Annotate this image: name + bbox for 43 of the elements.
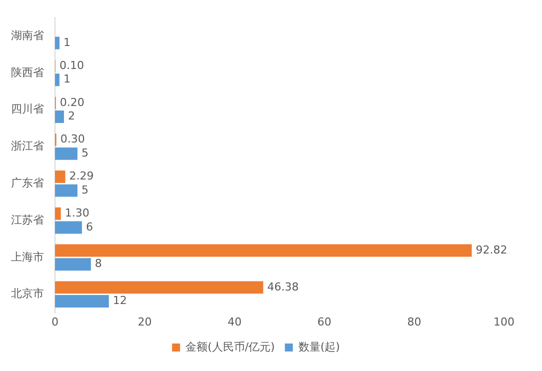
data-label: 12 xyxy=(112,294,127,308)
data-label: 0.20 xyxy=(60,96,84,109)
data-label: 92.82 xyxy=(476,243,508,256)
bar xyxy=(55,74,60,86)
bar xyxy=(55,36,60,50)
data-label: 1.30 xyxy=(64,206,90,220)
legend-label: 金额(人民币/亿元) xyxy=(186,340,275,354)
data-label: 5 xyxy=(81,146,88,160)
y-tick-label: 四川省 xyxy=(11,102,44,116)
x-tick-label: 20 xyxy=(138,315,152,328)
bar xyxy=(55,258,91,271)
bar xyxy=(55,184,78,197)
bar xyxy=(55,295,109,308)
data-label: 2.29 xyxy=(69,170,94,183)
x-tick-label: 80 xyxy=(407,315,422,328)
bar xyxy=(55,110,64,123)
bar xyxy=(55,147,78,160)
bar xyxy=(55,207,61,220)
x-tick-label: 100 xyxy=(494,315,514,328)
y-tick-label: 北京市 xyxy=(11,287,44,300)
y-tick-label: 浙江省 xyxy=(11,140,44,153)
x-tick-label: 40 xyxy=(228,315,242,328)
data-label: 2 xyxy=(68,110,75,123)
bar xyxy=(55,170,66,183)
x-tick-label: 0 xyxy=(52,315,58,328)
data-label: 1 xyxy=(63,36,70,49)
y-tick-label: 陕西省 xyxy=(11,66,44,79)
y-tick-label: 广东省 xyxy=(11,176,44,190)
x-tick-label: 60 xyxy=(317,315,332,328)
y-tick-label: 湖南省 xyxy=(11,28,44,42)
bar xyxy=(55,244,472,257)
data-label: 0.30 xyxy=(60,132,85,146)
bar xyxy=(55,221,82,234)
data-label: 46.38 xyxy=(267,280,299,294)
data-label: 5 xyxy=(81,183,88,196)
bar xyxy=(55,281,264,294)
data-label: 8 xyxy=(94,257,102,270)
data-label: 6 xyxy=(86,220,93,234)
data-label: 1 xyxy=(63,72,70,86)
y-tick-label: 江苏省 xyxy=(11,213,44,226)
data-label: 0.10 xyxy=(59,58,84,72)
y-tick-label: 上海市 xyxy=(11,250,44,264)
legend-label: 数量(起) xyxy=(298,340,340,354)
